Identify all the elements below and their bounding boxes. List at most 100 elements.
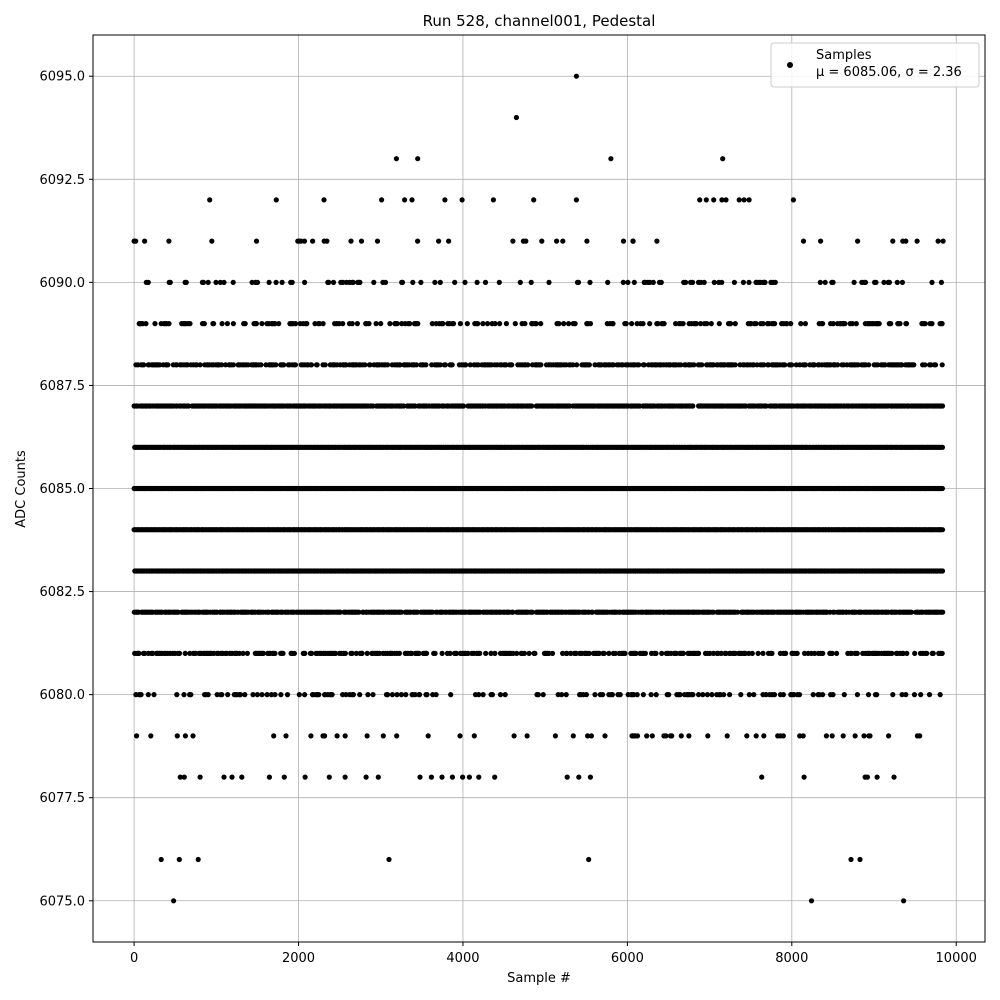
sample-point xyxy=(568,650,574,657)
sample-point xyxy=(761,733,767,739)
sample-point xyxy=(724,733,730,739)
sample-point xyxy=(709,692,715,698)
sample-point xyxy=(800,733,806,739)
sample-point xyxy=(924,650,930,657)
sample-point xyxy=(939,485,946,492)
sample-point xyxy=(529,403,535,409)
sample-point xyxy=(416,650,422,657)
sample-point xyxy=(796,692,803,698)
sample-point xyxy=(930,650,936,657)
sample-point xyxy=(586,362,593,368)
sample-point xyxy=(735,609,741,615)
sample-point xyxy=(165,362,171,368)
sample-point xyxy=(417,774,423,780)
sample-point xyxy=(385,362,391,368)
sample-point xyxy=(219,362,225,368)
sample-point xyxy=(644,733,650,739)
sample-point xyxy=(423,650,430,657)
sample-point xyxy=(141,362,147,368)
sample-point xyxy=(669,733,675,739)
sample-point xyxy=(453,650,459,657)
sample-point xyxy=(769,650,775,657)
sample-point xyxy=(780,733,786,739)
sample-point xyxy=(283,733,289,739)
sample-point xyxy=(540,692,546,698)
sample-point xyxy=(911,362,917,368)
sample-point xyxy=(899,692,905,698)
sample-point xyxy=(622,650,628,657)
sample-point xyxy=(549,650,556,657)
sample-point xyxy=(939,527,946,533)
sample-point xyxy=(229,774,235,780)
sample-point xyxy=(801,774,807,780)
sample-point xyxy=(802,362,809,368)
sample-point xyxy=(686,733,692,739)
sample-point xyxy=(771,692,778,698)
sample-point xyxy=(866,362,872,368)
sample-point xyxy=(342,733,348,739)
sample-point xyxy=(375,774,381,780)
sample-point xyxy=(432,650,438,657)
sample-point xyxy=(488,650,494,657)
sample-point xyxy=(460,403,467,409)
sample-point xyxy=(696,692,702,698)
sample-point xyxy=(177,774,183,780)
sample-point xyxy=(187,321,193,327)
sample-point xyxy=(780,692,787,698)
sample-point xyxy=(746,692,752,698)
sample-point xyxy=(476,692,482,698)
sample-point xyxy=(939,568,946,574)
sample-point xyxy=(820,692,826,698)
sample-point xyxy=(865,692,872,698)
sample-point xyxy=(854,692,861,698)
sample-point xyxy=(197,362,203,368)
sample-point xyxy=(142,650,148,657)
sample-point xyxy=(401,403,407,409)
sample-point xyxy=(576,774,582,780)
sample-point xyxy=(492,774,498,780)
sample-point xyxy=(891,774,897,780)
sample-point xyxy=(546,650,552,657)
sample-point xyxy=(700,692,706,698)
sample-point xyxy=(829,650,835,657)
sample-point xyxy=(509,362,515,368)
sample-point xyxy=(174,692,180,698)
sample-point xyxy=(221,774,227,780)
sample-point xyxy=(514,650,520,657)
sample-point xyxy=(707,650,713,657)
sample-point xyxy=(820,650,826,657)
sample-point xyxy=(271,733,277,739)
sample-point xyxy=(364,650,370,657)
sample-point xyxy=(268,692,274,698)
sample-point xyxy=(940,609,946,615)
sample-point xyxy=(413,362,420,368)
sample-point xyxy=(266,774,272,780)
sample-point xyxy=(201,321,207,327)
sample-point xyxy=(337,609,343,615)
sample-point xyxy=(782,362,788,368)
sample-point xyxy=(343,692,349,698)
sample-point xyxy=(690,692,696,698)
sample-point xyxy=(538,362,544,368)
sample-point xyxy=(810,692,816,698)
sample-point xyxy=(145,692,151,698)
sample-point xyxy=(939,362,945,368)
sample-point xyxy=(264,692,270,698)
sample-point xyxy=(564,774,570,780)
sample-point xyxy=(526,650,532,657)
sample-point xyxy=(143,321,149,327)
sample-point xyxy=(205,692,211,698)
sample-point xyxy=(398,609,405,615)
sample-point xyxy=(471,733,477,739)
sample-point xyxy=(659,650,665,657)
sample-point xyxy=(606,650,612,657)
sample-point xyxy=(535,692,541,698)
sample-point xyxy=(244,650,250,657)
sample-point xyxy=(834,650,840,657)
sample-point xyxy=(398,692,404,698)
sample-point xyxy=(365,692,371,698)
sample-point xyxy=(634,733,641,739)
sample-point xyxy=(389,692,395,698)
sample-point xyxy=(190,733,196,739)
sample-point xyxy=(570,362,576,368)
